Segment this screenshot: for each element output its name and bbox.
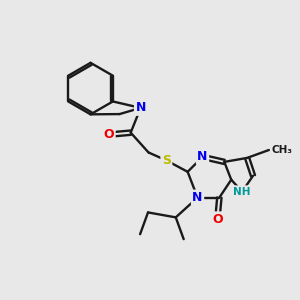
Text: N: N	[192, 191, 203, 204]
Text: NH: NH	[233, 187, 251, 196]
Text: O: O	[103, 128, 114, 141]
Text: N: N	[197, 150, 208, 164]
Text: S: S	[162, 154, 171, 167]
Text: O: O	[212, 213, 223, 226]
Text: CH₃: CH₃	[272, 145, 293, 155]
Text: N: N	[135, 101, 146, 114]
